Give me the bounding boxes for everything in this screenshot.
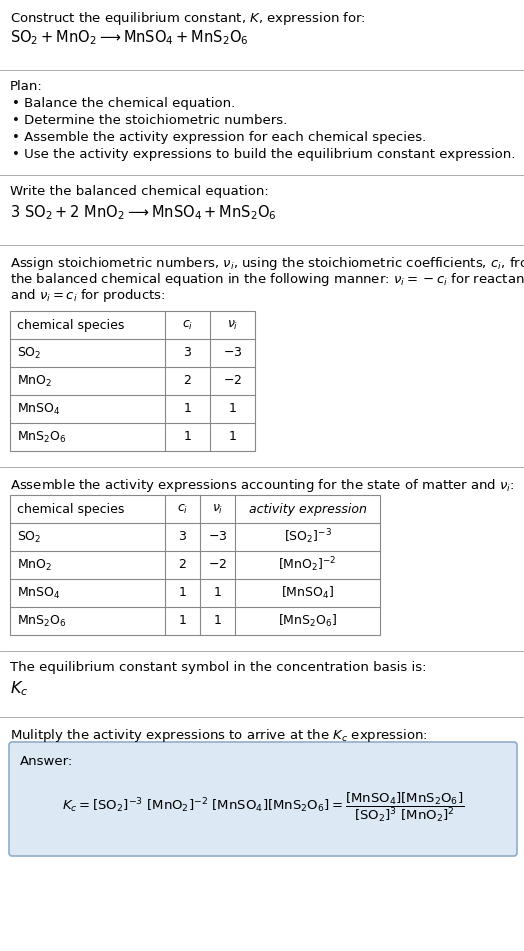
Text: the balanced chemical equation in the following manner: $\nu_i = -c_i$ for react: the balanced chemical equation in the fo…	[10, 271, 524, 288]
Text: $K_c$: $K_c$	[10, 679, 28, 698]
Text: chemical species: chemical species	[17, 319, 124, 332]
Text: $\mathrm{SO_2 + MnO_2 \longrightarrow MnSO_4 + MnS_2O_6}$: $\mathrm{SO_2 + MnO_2 \longrightarrow Mn…	[10, 28, 249, 47]
FancyBboxPatch shape	[9, 742, 517, 856]
Text: 1: 1	[214, 587, 222, 599]
Text: $\mathrm{MnO_2}$: $\mathrm{MnO_2}$	[17, 374, 52, 389]
Text: Plan:: Plan:	[10, 80, 43, 93]
Text: $\mathrm{MnS_2O_6}$: $\mathrm{MnS_2O_6}$	[17, 613, 67, 629]
Text: $\mathrm{SO_2}$: $\mathrm{SO_2}$	[17, 530, 41, 545]
Text: 3: 3	[179, 531, 187, 544]
Text: $[\mathrm{MnSO_4}]$: $[\mathrm{MnSO_4}]$	[281, 585, 334, 601]
Text: 1: 1	[183, 402, 191, 416]
Text: $K_c = [\mathrm{SO_2}]^{-3}\ [\mathrm{MnO_2}]^{-2}\ [\mathrm{MnSO_4}][\mathrm{Mn: $K_c = [\mathrm{SO_2}]^{-3}\ [\mathrm{Mn…	[62, 790, 464, 824]
Text: • Use the activity expressions to build the equilibrium constant expression.: • Use the activity expressions to build …	[12, 148, 516, 161]
Text: Mulitply the activity expressions to arrive at the $K_c$ expression:: Mulitply the activity expressions to arr…	[10, 727, 428, 744]
Text: • Assemble the activity expression for each chemical species.: • Assemble the activity expression for e…	[12, 131, 426, 144]
Text: $\mathrm{SO_2}$: $\mathrm{SO_2}$	[17, 345, 41, 360]
Text: activity expression: activity expression	[248, 502, 366, 515]
Text: The equilibrium constant symbol in the concentration basis is:: The equilibrium constant symbol in the c…	[10, 661, 427, 674]
Text: $\mathrm{3\ SO_2 + 2\ MnO_2 \longrightarrow MnSO_4 + MnS_2O_6}$: $\mathrm{3\ SO_2 + 2\ MnO_2 \longrightar…	[10, 203, 277, 222]
Text: $-3$: $-3$	[208, 531, 227, 544]
Text: Construct the equilibrium constant, $K$, expression for:: Construct the equilibrium constant, $K$,…	[10, 10, 366, 27]
Text: 3: 3	[183, 346, 191, 359]
Text: $[\mathrm{MnS_2O_6}]$: $[\mathrm{MnS_2O_6}]$	[278, 613, 337, 629]
Text: $-2$: $-2$	[223, 375, 242, 387]
Text: Write the balanced chemical equation:: Write the balanced chemical equation:	[10, 185, 269, 198]
Text: 2: 2	[183, 375, 191, 387]
Text: 1: 1	[183, 431, 191, 443]
Text: $\mathrm{MnS_2O_6}$: $\mathrm{MnS_2O_6}$	[17, 430, 67, 444]
Text: • Balance the chemical equation.: • Balance the chemical equation.	[12, 97, 235, 110]
Text: $-2$: $-2$	[208, 558, 227, 572]
Text: $\mathrm{MnSO_4}$: $\mathrm{MnSO_4}$	[17, 401, 61, 417]
Bar	[10, 495, 380, 635]
Text: $-3$: $-3$	[223, 346, 242, 359]
Text: $c_i$: $c_i$	[182, 319, 193, 332]
Bar	[10, 311, 255, 451]
Text: 1: 1	[228, 431, 236, 443]
Text: 1: 1	[179, 614, 187, 628]
Text: $c_i$: $c_i$	[177, 502, 188, 515]
Text: $[\mathrm{SO_2}]^{-3}$: $[\mathrm{SO_2}]^{-3}$	[283, 528, 332, 547]
Text: 1: 1	[214, 614, 222, 628]
Text: Assemble the activity expressions accounting for the state of matter and $\nu_i$: Assemble the activity expressions accoun…	[10, 477, 515, 494]
Text: $\nu_i$: $\nu_i$	[212, 502, 223, 515]
Text: $\mathrm{MnO_2}$: $\mathrm{MnO_2}$	[17, 557, 52, 573]
Text: 1: 1	[179, 587, 187, 599]
Text: 1: 1	[228, 402, 236, 416]
Text: chemical species: chemical species	[17, 502, 124, 515]
Text: Assign stoichiometric numbers, $\nu_i$, using the stoichiometric coefficients, $: Assign stoichiometric numbers, $\nu_i$, …	[10, 255, 524, 272]
Text: and $\nu_i = c_i$ for products:: and $\nu_i = c_i$ for products:	[10, 287, 166, 304]
Text: 2: 2	[179, 558, 187, 572]
Text: • Determine the stoichiometric numbers.: • Determine the stoichiometric numbers.	[12, 114, 287, 127]
Text: $\mathrm{MnSO_4}$: $\mathrm{MnSO_4}$	[17, 586, 61, 600]
Text: Answer:: Answer:	[20, 755, 73, 768]
Text: $[\mathrm{MnO_2}]^{-2}$: $[\mathrm{MnO_2}]^{-2}$	[278, 555, 337, 574]
Text: $\nu_i$: $\nu_i$	[227, 319, 238, 332]
